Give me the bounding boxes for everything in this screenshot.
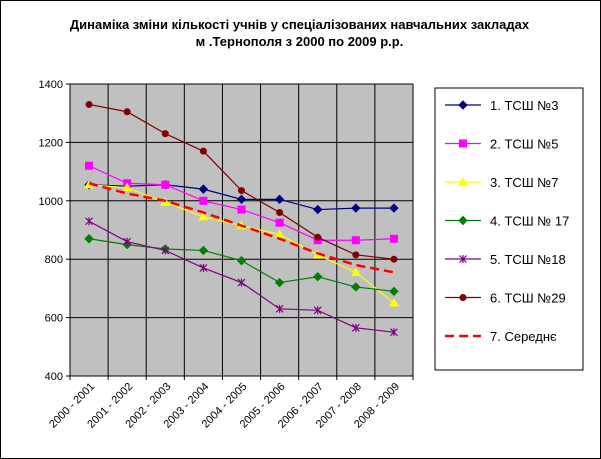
series-7 <box>88 182 395 274</box>
data-point <box>351 323 360 332</box>
data-point <box>274 194 285 205</box>
data-point <box>389 234 398 243</box>
data-point <box>389 286 399 297</box>
data-point <box>123 237 132 246</box>
data-point <box>390 328 398 337</box>
data-point <box>350 267 361 276</box>
data-point <box>85 161 94 170</box>
data-point <box>390 255 398 263</box>
plot-area <box>69 83 414 377</box>
y-tick-label: 800 <box>45 254 63 266</box>
data-point <box>85 217 93 226</box>
data-point <box>122 182 133 192</box>
legend-marker <box>459 139 467 148</box>
data-point <box>161 180 170 189</box>
legend-label: 7. Середнє <box>490 329 557 344</box>
legend-label: 2. ТСШ №5 <box>490 137 559 152</box>
data-point <box>123 108 131 116</box>
series-line <box>88 182 395 274</box>
axes <box>66 84 413 380</box>
legend-item: 7. Середнє <box>445 329 557 344</box>
data-point <box>351 282 361 292</box>
data-point <box>351 203 361 213</box>
chart-title-line-2: м .Тернополя з 2000 по 2009 р.р. <box>195 34 404 49</box>
data-point <box>199 263 208 272</box>
legend-item: 6. ТСШ №29 <box>445 291 566 306</box>
data-point <box>238 187 245 195</box>
data-point <box>236 255 247 266</box>
legend-label: 4. ТСШ № 17 <box>490 214 569 229</box>
data-point <box>85 100 93 108</box>
data-point <box>389 297 399 307</box>
data-point <box>274 229 285 238</box>
legend-item: 2. ТСШ №5 <box>445 137 559 152</box>
data-point <box>274 277 285 288</box>
data-point <box>198 245 209 256</box>
legend-item: 4. ТСШ № 17 <box>445 214 569 229</box>
y-tick-label: 1400 <box>39 79 63 91</box>
y-tick-label: 1200 <box>39 137 63 149</box>
y-tick-label: 400 <box>45 371 63 383</box>
legend <box>434 87 584 371</box>
data-point <box>352 251 360 259</box>
data-point <box>237 278 246 287</box>
data-point <box>389 203 399 213</box>
data-point <box>275 304 284 313</box>
y-tick-label: 600 <box>45 313 63 325</box>
legend-marker <box>459 294 467 301</box>
legend-label: 6. ТСШ №29 <box>490 291 566 306</box>
data-point <box>313 272 323 282</box>
data-point <box>236 194 247 205</box>
legend-label: 3. ТСШ №7 <box>490 175 559 190</box>
legend-marker <box>458 215 468 226</box>
legend-marker <box>459 255 467 263</box>
data-point <box>276 208 284 216</box>
data-point <box>314 233 322 241</box>
y-axis-ticks: 400 600 800 1000 1200 1400 <box>39 79 70 383</box>
legend-label: 1. ТСШ №3 <box>490 98 559 113</box>
series-6 <box>85 100 398 263</box>
series-5 <box>85 217 398 337</box>
data-point <box>161 246 170 255</box>
data-point <box>198 184 209 194</box>
legend-item: 3. ТСШ №7 <box>445 175 559 190</box>
data-point <box>313 306 322 315</box>
legend-entries: 1. ТСШ №3 2. ТСШ №5 3. ТСШ №7 4. ТСШ № 17 5.… <box>445 98 569 344</box>
legend-item: 5. ТСШ №18 <box>445 252 566 267</box>
data-point <box>313 204 323 215</box>
legend-marker <box>458 176 468 186</box>
data-point <box>199 147 207 155</box>
data-point <box>199 196 208 205</box>
data-point <box>351 236 360 245</box>
data-point <box>84 234 94 244</box>
data-point <box>161 130 169 138</box>
data-point <box>198 211 209 221</box>
data-point <box>237 205 246 214</box>
legend-marker <box>458 100 468 110</box>
legend-item: 1. ТСШ №3 <box>445 98 559 113</box>
y-tick-label: 1000 <box>39 196 63 208</box>
series-4 <box>84 234 399 297</box>
legend-label: 5. ТСШ №18 <box>490 252 566 267</box>
chart-title-line-1: Динаміка зміни кількості учнів у спеціал… <box>69 17 530 32</box>
series-group <box>84 100 399 337</box>
chart-title: Динаміка зміни кількості учнів у спеціал… <box>0 16 599 50</box>
data-point <box>275 218 284 227</box>
